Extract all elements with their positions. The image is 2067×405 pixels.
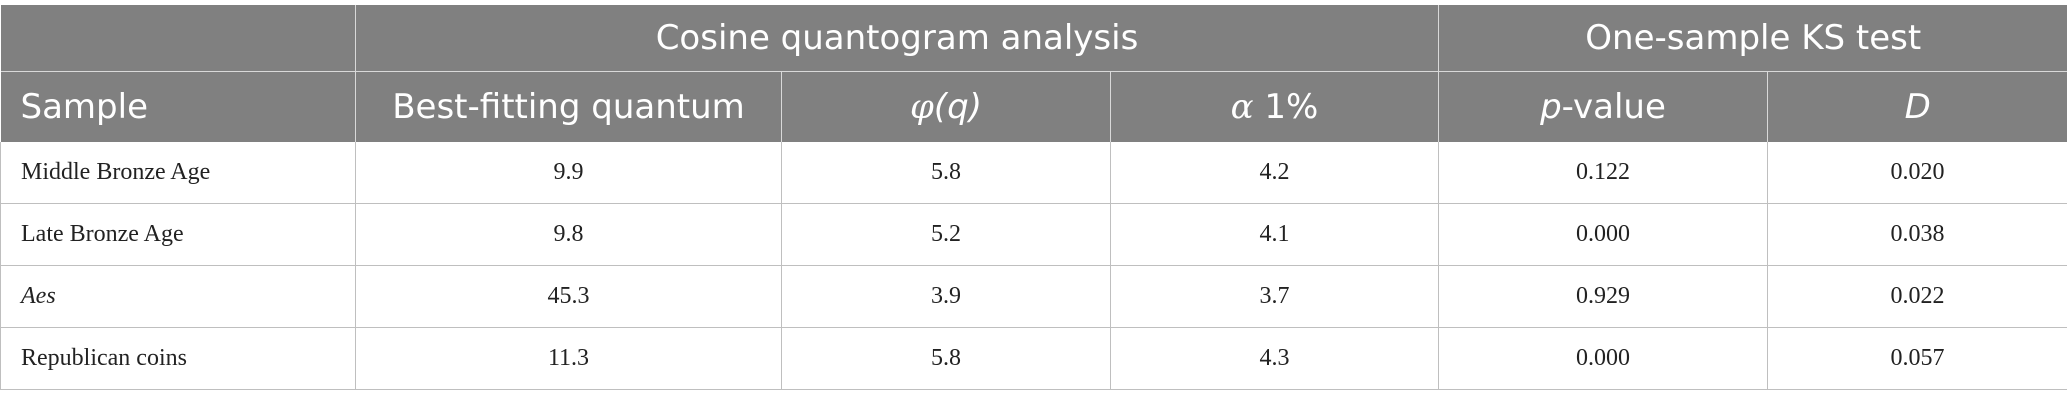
cell-sample: Aes xyxy=(0,265,356,328)
cell-phi: 5.8 xyxy=(781,142,1111,204)
group-header-row: Cosine quantogram analysis One-sample KS… xyxy=(0,5,2067,72)
column-header-sample: Sample xyxy=(0,71,356,142)
p-symbol: p xyxy=(1540,87,1562,127)
column-header-p-value: p-value xyxy=(1438,71,1768,142)
cell-d: 0.020 xyxy=(1767,142,2067,204)
phi-argument: (q) xyxy=(933,87,982,127)
cell-sample: Late Bronze Age xyxy=(0,203,356,266)
table-row: Late Bronze Age 9.8 5.2 4.1 0.000 0.038 xyxy=(0,203,2067,266)
cell-d: 0.038 xyxy=(1767,203,2067,266)
alpha-level: 1% xyxy=(1253,87,1319,127)
cell-phi: 5.2 xyxy=(781,203,1111,266)
alpha-symbol: α xyxy=(1230,87,1254,127)
table-row: Republican coins 11.3 5.8 4.3 0.000 0.05… xyxy=(0,327,2067,390)
cell-p-value: 0.000 xyxy=(1438,327,1768,390)
column-header-best-fitting-quantum: Best-fitting quantum xyxy=(355,71,782,142)
cell-p-value: 0.122 xyxy=(1438,142,1768,204)
column-header-row: Sample Best-fitting quantum φ(q) α 1% p-… xyxy=(0,71,2067,142)
p-value-suffix: -value xyxy=(1561,87,1666,127)
cell-sample: Middle Bronze Age xyxy=(0,142,356,204)
cell-alpha: 4.1 xyxy=(1110,203,1439,266)
cell-p-value: 0.929 xyxy=(1438,265,1768,328)
cell-phi: 5.8 xyxy=(781,327,1111,390)
table-header: Cosine quantogram analysis One-sample KS… xyxy=(0,5,2067,142)
group-header-blank xyxy=(0,5,356,72)
cell-quantum: 45.3 xyxy=(355,265,782,328)
column-header-alpha-1pct: α 1% xyxy=(1110,71,1439,142)
cell-p-value: 0.000 xyxy=(1438,203,1768,266)
phi-symbol: φ xyxy=(910,87,934,127)
table-row: Aes 45.3 3.9 3.7 0.929 0.022 xyxy=(0,265,2067,328)
d-symbol: D xyxy=(1904,87,1931,127)
cell-quantum: 9.8 xyxy=(355,203,782,266)
group-header-cosine-quantogram: Cosine quantogram analysis xyxy=(355,5,1439,72)
table-body: Middle Bronze Age 9.9 5.8 4.2 0.122 0.02… xyxy=(0,142,2067,390)
cell-alpha: 4.2 xyxy=(1110,142,1439,204)
cell-phi: 3.9 xyxy=(781,265,1111,328)
table-row: Middle Bronze Age 9.9 5.8 4.2 0.122 0.02… xyxy=(0,142,2067,204)
results-table: Cosine quantogram analysis One-sample KS… xyxy=(0,5,2067,390)
cell-quantum: 11.3 xyxy=(355,327,782,390)
column-header-d: D xyxy=(1767,71,2067,142)
column-header-phi-q: φ(q) xyxy=(781,71,1111,142)
cell-sample: Republican coins xyxy=(0,327,356,390)
cell-quantum: 9.9 xyxy=(355,142,782,204)
cell-alpha: 3.7 xyxy=(1110,265,1439,328)
group-header-ks-test: One-sample KS test xyxy=(1438,5,2067,72)
cell-d: 0.022 xyxy=(1767,265,2067,328)
cell-alpha: 4.3 xyxy=(1110,327,1439,390)
cell-d: 0.057 xyxy=(1767,327,2067,390)
